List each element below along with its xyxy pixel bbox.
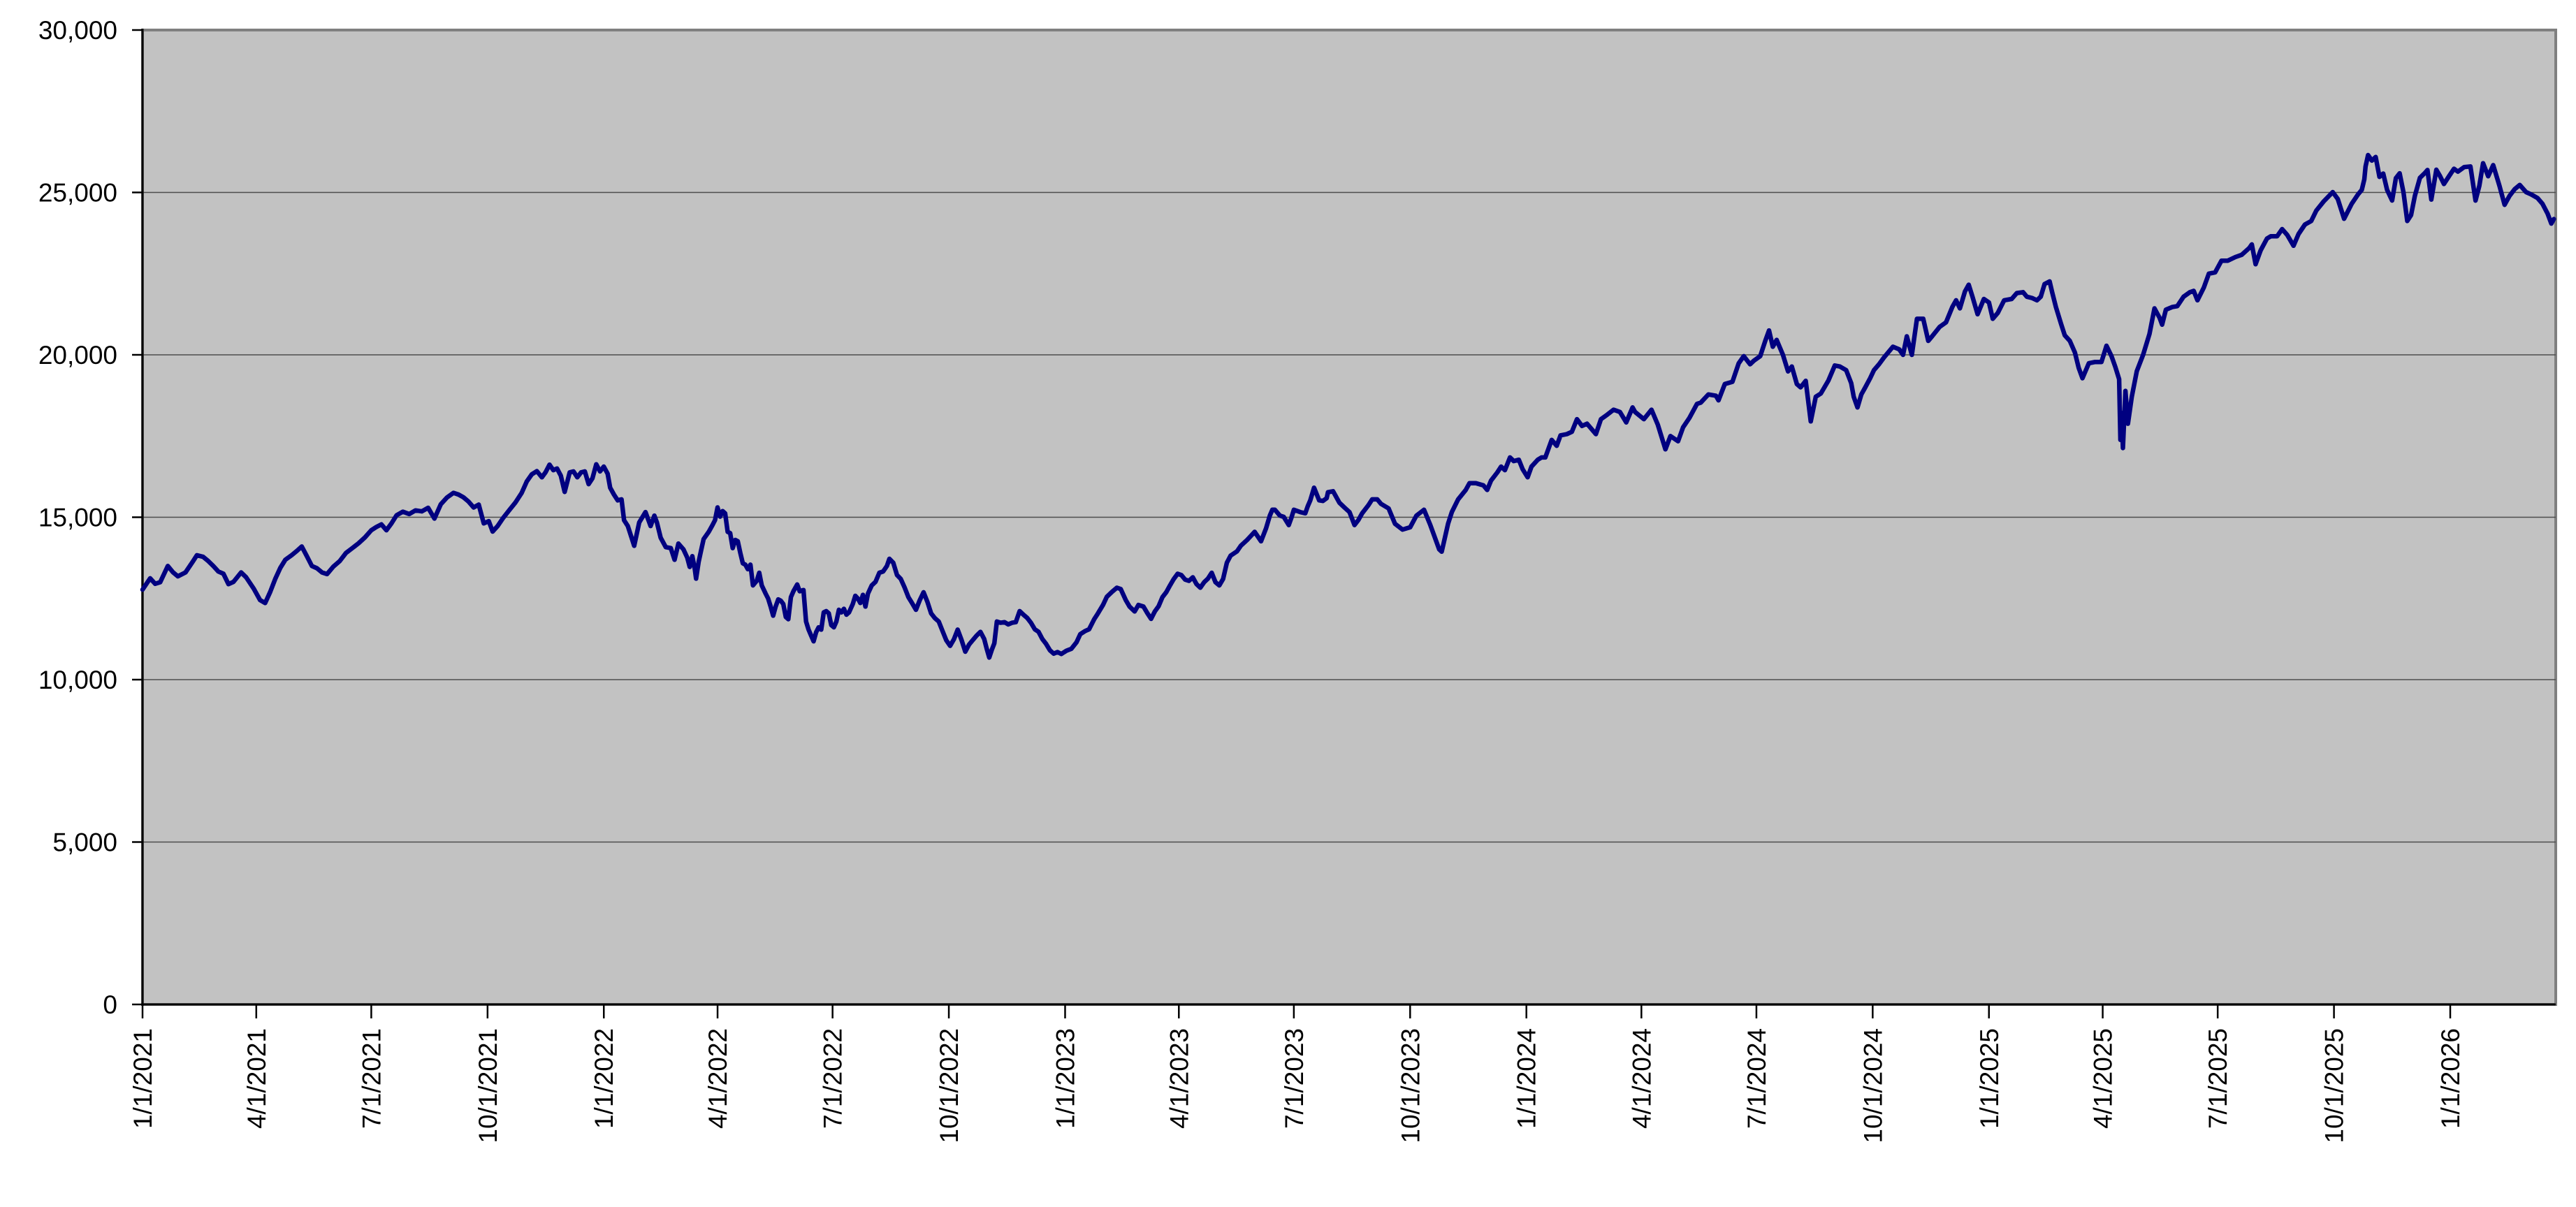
x-axis-label: 4/1/2021 [242, 1028, 271, 1129]
x-axis-label: 7/1/2025 [2204, 1028, 2232, 1129]
x-axis-label: 1/1/2024 [1513, 1028, 1541, 1129]
y-axis-label: 30,000 [38, 16, 117, 45]
x-axis-label: 4/1/2024 [1627, 1028, 1656, 1129]
x-axis-label: 10/1/2025 [2320, 1028, 2349, 1143]
x-axis-label: 7/1/2022 [819, 1028, 847, 1129]
x-axis-label: 10/1/2021 [474, 1028, 502, 1143]
x-axis-label: 10/1/2024 [1858, 1028, 1887, 1143]
x-axis-label: 10/1/2022 [935, 1028, 963, 1143]
data-line-index-value [140, 152, 2556, 660]
x-axis-label: 7/1/2021 [357, 1028, 386, 1129]
x-axis-label: 10/1/2023 [1396, 1028, 1425, 1143]
x-axis-label: 4/1/2023 [1165, 1028, 1193, 1129]
y-axis-label: 5,000 [52, 828, 117, 857]
y-axis-label: 25,000 [38, 179, 117, 207]
x-axis-label: 1/1/2026 [2436, 1028, 2465, 1129]
y-axis-label: 0 [103, 990, 117, 1019]
x-axis-label: 4/1/2025 [2089, 1028, 2118, 1129]
y-axis-label: 10,000 [38, 666, 117, 694]
x-axis-label: 1/1/2025 [1975, 1028, 2004, 1129]
y-axis-label: 20,000 [38, 341, 117, 370]
x-axis-label: 1/1/2022 [590, 1028, 618, 1129]
x-axis-label: 1/1/2023 [1051, 1028, 1079, 1129]
y-axis-label: 15,000 [38, 504, 117, 532]
x-axis-label: 7/1/2023 [1280, 1028, 1309, 1129]
x-axis-label: 1/1/2021 [129, 1028, 157, 1129]
x-axis-label: 4/1/2022 [704, 1028, 732, 1129]
x-axis-label: 7/1/2024 [1742, 1028, 1771, 1129]
